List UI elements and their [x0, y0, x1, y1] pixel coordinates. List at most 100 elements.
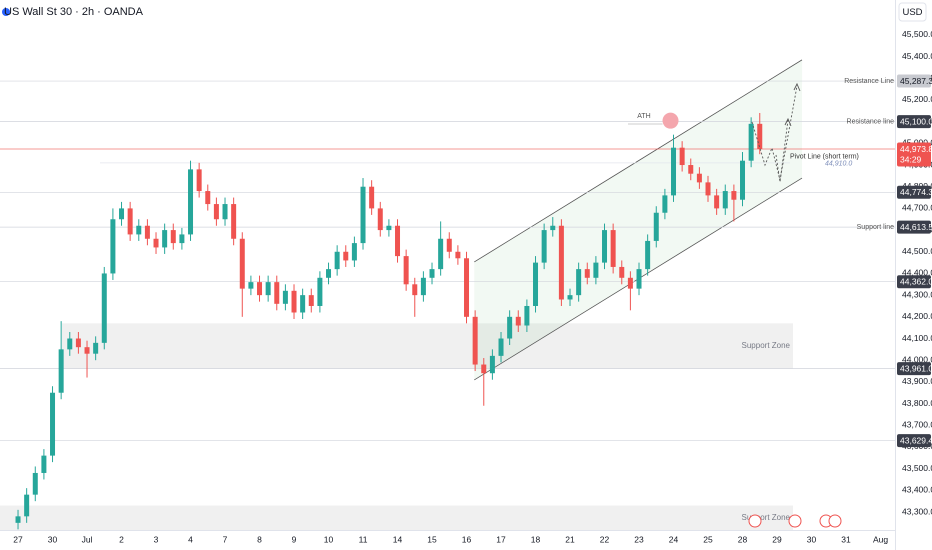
y-tick-label: 44,100.0 — [902, 333, 932, 343]
candle-body — [481, 364, 487, 374]
price-label-box — [897, 434, 931, 448]
candle-body — [533, 262, 539, 306]
x-tick-label: 22 — [600, 534, 610, 544]
projection-path — [751, 85, 798, 181]
candle-body — [222, 204, 228, 220]
y-tick-label: 44,300.0 — [902, 289, 932, 299]
x-tick-label: 29 — [772, 534, 782, 544]
ath-marker — [662, 112, 679, 129]
event-icon[interactable] — [748, 514, 762, 528]
candle-body — [515, 316, 521, 326]
candle-body — [170, 230, 176, 244]
candle-body — [627, 277, 633, 289]
candle-body — [317, 277, 323, 306]
y-tick-label: 45,400.0 — [902, 51, 932, 61]
symbol-icon — [2, 8, 10, 16]
currency-box[interactable] — [898, 2, 927, 22]
candle-body — [524, 305, 530, 326]
event-icon[interactable] — [828, 514, 842, 528]
y-tick-label: 44,500.0 — [902, 246, 932, 256]
candle-body — [472, 316, 478, 365]
candle-body — [446, 238, 452, 252]
candle-body — [705, 182, 711, 196]
y-tick-label: 44,700.0 — [902, 203, 932, 213]
y-tick-label: 43,800.0 — [902, 398, 932, 408]
candle-body — [343, 251, 349, 261]
candle-body — [369, 186, 375, 209]
candle-body — [334, 251, 340, 270]
candle-body — [179, 234, 185, 244]
candle-body — [257, 282, 263, 296]
x-tick-label: 2 — [119, 534, 124, 544]
projection-arrowhead — [793, 82, 801, 92]
candle-body — [50, 392, 56, 456]
currency[interactable]: USD — [902, 7, 922, 18]
candle-body — [274, 282, 280, 304]
x-tick-label: 27 — [13, 534, 23, 544]
candle-body — [403, 256, 409, 285]
candle-body — [576, 269, 582, 296]
candle-body — [205, 191, 211, 205]
candle-body — [584, 269, 590, 278]
y-tick-label: 45,500.0 — [902, 29, 932, 39]
candle-body — [593, 262, 599, 278]
annotation-label: Pivot Line (short term) — [790, 154, 859, 161]
annotation-label: Support line — [857, 224, 894, 231]
y-tick-label: 43,300.0 — [902, 506, 932, 516]
candle-body — [679, 147, 685, 166]
candle-body — [188, 169, 194, 235]
y-tick-label: 43,700.0 — [902, 420, 932, 430]
y-tick-label: 44,000.0 — [902, 354, 932, 364]
candle-body — [386, 225, 392, 231]
x-tick-label: 4 — [188, 534, 193, 544]
candle-body — [619, 266, 625, 278]
x-tick-label: Aug — [873, 534, 888, 544]
candle-body — [748, 123, 754, 161]
candle-body — [567, 295, 573, 300]
event-icon[interactable] — [788, 514, 802, 528]
projection-arrowhead — [784, 117, 792, 127]
candle-body — [714, 195, 720, 209]
price-label: 43,629.4 — [900, 435, 932, 445]
y-tick-label: 44,400.0 — [902, 268, 932, 278]
candle-body — [757, 123, 763, 150]
candle-body — [24, 494, 30, 517]
channel-upper — [474, 59, 803, 263]
ath-label: ATH — [637, 113, 650, 120]
last-price-label: 44,973.8 — [900, 144, 932, 154]
candle-body — [438, 238, 444, 270]
x-tick-label: Jul — [82, 534, 93, 544]
candle-body — [153, 238, 159, 248]
candle-body — [412, 284, 418, 296]
candle-body — [196, 169, 202, 192]
candle-body — [93, 342, 99, 354]
zone-label: Support Zone — [742, 513, 791, 522]
candle-body — [550, 225, 556, 231]
candle-body — [498, 338, 504, 356]
candle-body — [75, 338, 81, 348]
candle-body — [429, 269, 435, 278]
candle-body — [162, 230, 168, 248]
chart-title: US Wall St 30 · 2h · OANDA — [4, 6, 144, 18]
candle-body — [67, 338, 73, 350]
x-tick-label: 9 — [292, 534, 297, 544]
price-label: 44,613.5 — [900, 222, 932, 232]
x-tick-label: 10 — [324, 534, 334, 544]
x-tick-label: 14 — [393, 534, 403, 544]
candle-body — [722, 191, 728, 209]
price-label: 44,362.0 — [900, 276, 932, 286]
candle-body — [239, 238, 245, 289]
last-price-box — [897, 142, 931, 167]
candle-body — [541, 230, 547, 263]
candle-body — [636, 269, 642, 289]
price-label-box — [897, 275, 931, 289]
candle-body — [507, 316, 513, 339]
x-tick-label: 30 — [48, 534, 58, 544]
plot-area: Support Zone Support Zone ATH Resistance Li… — [0, 59, 895, 530]
candle-body — [282, 290, 288, 304]
price-label-box — [897, 185, 931, 199]
y-tick-label: 43,500.0 — [902, 463, 932, 473]
candle-body — [300, 295, 306, 313]
candle-body — [731, 191, 737, 200]
